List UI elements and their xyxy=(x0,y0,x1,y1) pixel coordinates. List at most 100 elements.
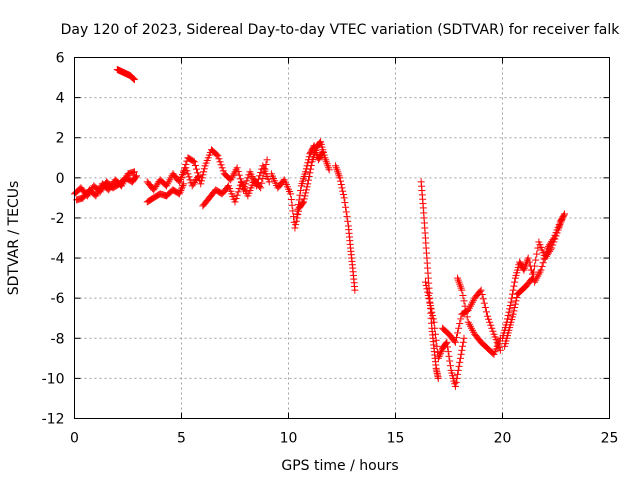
data-point xyxy=(198,174,206,182)
data-point xyxy=(436,351,444,359)
data-point xyxy=(531,262,539,270)
data-point xyxy=(443,338,451,346)
data-point xyxy=(294,201,302,209)
data-point xyxy=(299,199,307,207)
data-point xyxy=(299,198,307,206)
data-point xyxy=(302,189,310,197)
data-point xyxy=(318,149,326,157)
data-point xyxy=(451,382,459,390)
data-point xyxy=(433,342,441,350)
data-point xyxy=(287,190,295,198)
data-point xyxy=(289,213,297,221)
data-point xyxy=(316,139,324,147)
data-point xyxy=(213,151,221,159)
data-point xyxy=(292,221,300,229)
y-tick-label: 0 xyxy=(56,171,65,187)
data-point xyxy=(457,315,465,323)
data-point xyxy=(509,310,517,318)
data-point xyxy=(432,336,440,344)
x-tick-label: 5 xyxy=(177,431,186,447)
data-point xyxy=(461,302,469,310)
data-point xyxy=(553,229,561,237)
data-point xyxy=(530,268,538,276)
data-point xyxy=(342,208,350,216)
data-point xyxy=(178,183,186,191)
data-point xyxy=(340,194,348,202)
y-tick-label: 6 xyxy=(56,51,65,67)
data-point xyxy=(178,174,185,182)
data-point xyxy=(480,299,488,307)
data-point xyxy=(292,217,300,225)
data-point xyxy=(304,159,312,167)
data-point xyxy=(262,160,270,168)
data-point xyxy=(425,295,433,303)
y-tick-label: 2 xyxy=(56,131,65,147)
data-point xyxy=(507,298,515,306)
data-point xyxy=(191,161,199,169)
data-point xyxy=(513,293,521,301)
data-point xyxy=(195,172,203,180)
data-point xyxy=(435,353,443,361)
data-point xyxy=(504,312,512,320)
data-point xyxy=(190,158,198,166)
data-point xyxy=(436,349,444,357)
data-point xyxy=(512,297,520,305)
data-point xyxy=(453,374,461,382)
data-point xyxy=(477,286,485,294)
data-point xyxy=(179,182,187,190)
data-point xyxy=(257,184,265,192)
data-point xyxy=(532,256,540,264)
data-point xyxy=(429,312,437,320)
data-point xyxy=(510,282,518,290)
data-point xyxy=(234,167,242,175)
data-point xyxy=(459,338,467,346)
data-point xyxy=(214,152,222,160)
data-point xyxy=(429,315,437,323)
data-point xyxy=(306,169,314,177)
data-point xyxy=(232,195,240,203)
data-point xyxy=(343,213,351,221)
data-point xyxy=(261,165,269,173)
data-point xyxy=(176,188,184,196)
data-point xyxy=(337,177,345,185)
data-point xyxy=(506,305,514,313)
data-point xyxy=(234,188,242,196)
data-point xyxy=(302,186,310,194)
data-point xyxy=(421,278,429,286)
data-point xyxy=(302,165,310,173)
data-point xyxy=(434,354,442,362)
data-point xyxy=(442,339,450,347)
data-point xyxy=(341,199,349,207)
data-point xyxy=(510,307,518,315)
data-point xyxy=(460,297,468,305)
data-point xyxy=(537,266,545,274)
data-point xyxy=(133,172,141,180)
data-point xyxy=(194,169,202,177)
data-point xyxy=(130,168,138,176)
data-point xyxy=(189,157,197,165)
data-point xyxy=(300,195,308,203)
data-point xyxy=(459,291,467,299)
plot-frame xyxy=(74,57,610,419)
data-point xyxy=(550,238,558,246)
data-point xyxy=(295,196,303,204)
data-point xyxy=(455,362,463,370)
data-point xyxy=(215,155,223,163)
data-point xyxy=(175,190,183,198)
data-point xyxy=(446,362,454,370)
data-point xyxy=(423,285,431,293)
data-point xyxy=(509,286,517,294)
data-point xyxy=(462,308,470,316)
data-point xyxy=(460,334,468,342)
data-point xyxy=(302,168,310,176)
data-point xyxy=(445,352,453,360)
data-point xyxy=(244,174,252,182)
data-point xyxy=(180,180,188,188)
data-point xyxy=(336,174,344,182)
x-tick-label: 15 xyxy=(387,431,405,447)
data-point xyxy=(503,315,511,323)
data-point xyxy=(551,235,559,243)
data-point xyxy=(185,173,193,181)
